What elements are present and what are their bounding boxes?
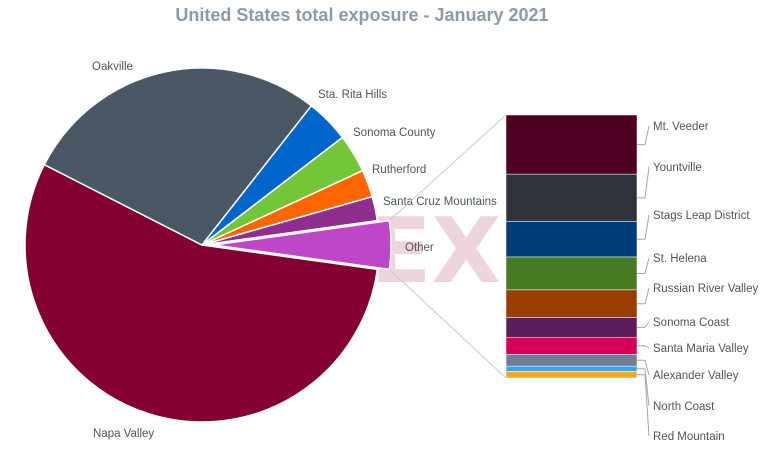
pie-label-other: Other — [405, 242, 434, 254]
bar-label-sonoma-coast: Sonoma Coast — [653, 317, 730, 329]
bar-leader-red-mountain — [637, 374, 650, 437]
bar-leader-north-coast — [637, 368, 650, 407]
pie-slice-oakville — [43, 67, 313, 246]
bar-segment-red-mountain — [505, 371, 638, 379]
bar-segment-yountville — [505, 173, 638, 222]
bar-label-stags-leap-district: Stags Leap District — [653, 210, 750, 222]
other-breakdown-bar: Mt. Veeder Yountville Stags Leap District S… — [505, 114, 758, 443]
bar-segment-stags-leap-district — [505, 221, 638, 258]
pie-label-santa-cruz-mountains: Santa Cruz Mountains — [383, 196, 497, 208]
bar-leader-yountville — [637, 166, 650, 199]
bar-leader-russian-river-valley — [637, 287, 650, 305]
bar-leader-santa-maria-valley — [637, 345, 650, 349]
bar-label-mt-veeder: Mt. Veeder — [653, 121, 709, 133]
bar-leader-alexander-valley — [637, 359, 650, 376]
connector-bottom — [388, 269, 507, 379]
bar-label-yountville: Yountville — [653, 162, 702, 174]
bar-segment-santa-maria-valley — [505, 336, 638, 355]
bar-segment-mt-veeder — [505, 114, 638, 175]
bar-leader-sonoma-coast — [637, 321, 650, 328]
bar-leader-stags-leap-district — [637, 214, 650, 240]
pie-label-rutherford: Rutherford — [372, 164, 426, 176]
pie-label-oakville: Oakville — [92, 61, 133, 73]
bar-label-red-mountain: Red Mountain — [653, 431, 725, 443]
bar-label-santa-maria-valley: Santa Maria Valley — [653, 343, 749, 355]
bar-segment-alexander-valley — [505, 354, 638, 367]
bar-label-north-coast: North Coast — [653, 401, 715, 413]
pie-slice-other — [213, 219, 392, 271]
bar-label-st-helena: St. Helena — [653, 253, 707, 265]
pie-chart: Napa Valley Oakville Sta. Rita Hills Sonoma… — [24, 61, 497, 440]
chart-title: United States total exposure - January 2… — [175, 5, 548, 25]
breakdown-connectors — [388, 114, 507, 379]
pie-label-sta-rita-hills: Sta. Rita Hills — [318, 89, 387, 101]
bar-segment-sonoma-coast — [505, 317, 638, 338]
watermark: EX — [370, 199, 501, 304]
bar-label-alexander-valley: Alexander Valley — [653, 370, 739, 382]
bar-segment-st-helena — [505, 256, 638, 291]
bar-segment-russian-river-valley — [505, 289, 638, 318]
bar-leader-mt-veeder — [637, 125, 650, 146]
bar-label-russian-river-valley: Russian River Valley — [653, 283, 758, 295]
pie-slice-napa-valley — [24, 163, 379, 423]
pie-slice-santa-cruz-mountains — [201, 195, 379, 246]
pie-label-sonoma-county: Sonoma County — [353, 127, 436, 139]
connector-top — [388, 114, 507, 221]
bar-segment-north-coast — [505, 365, 638, 372]
bar-leader-st-helena — [637, 257, 650, 274]
pie-label-napa-valley: Napa Valley — [93, 428, 154, 440]
